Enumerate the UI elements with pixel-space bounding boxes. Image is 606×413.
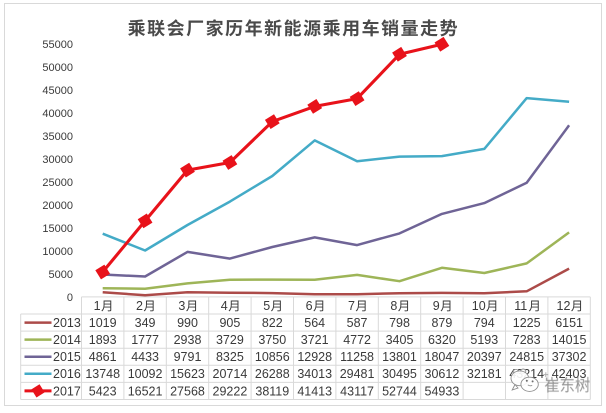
svg-text:13801: 13801 [382, 350, 417, 364]
svg-text:8325: 8325 [216, 350, 244, 364]
svg-text:38119: 38119 [255, 384, 289, 398]
svg-text:14015: 14015 [552, 333, 587, 347]
svg-text:11: 11 [514, 299, 527, 313]
svg-text:4772: 4772 [343, 333, 371, 347]
svg-text:349: 349 [135, 316, 156, 330]
svg-text:12928: 12928 [297, 350, 332, 364]
svg-text:1: 1 [94, 299, 101, 313]
svg-text:55000: 55000 [42, 39, 73, 51]
svg-text:1893: 1893 [89, 333, 117, 347]
svg-text:10: 10 [472, 299, 486, 313]
svg-text:1777: 1777 [131, 333, 159, 347]
svg-text:45000: 45000 [42, 85, 73, 97]
svg-text:50000: 50000 [42, 62, 73, 74]
svg-text:2016: 2016 [53, 367, 81, 381]
svg-text:6151: 6151 [555, 316, 583, 330]
svg-text:0: 0 [67, 292, 73, 304]
svg-text:20000: 20000 [42, 200, 73, 212]
svg-text:10856: 10856 [255, 350, 290, 364]
svg-text:822: 822 [262, 316, 283, 330]
svg-text:40000: 40000 [42, 108, 73, 120]
svg-text:2017: 2017 [53, 384, 81, 398]
svg-text:15000: 15000 [42, 223, 73, 235]
svg-text:29481: 29481 [340, 367, 375, 381]
svg-text:2014: 2014 [53, 333, 81, 347]
svg-text:4861: 4861 [89, 350, 117, 364]
svg-text:5193: 5193 [470, 333, 498, 347]
svg-text:5423: 5423 [89, 384, 117, 398]
svg-text:25000: 25000 [42, 177, 73, 189]
svg-text:2013: 2013 [53, 316, 81, 330]
svg-text:29222: 29222 [213, 384, 248, 398]
svg-text:15623: 15623 [170, 367, 205, 381]
svg-text:16521: 16521 [128, 384, 163, 398]
svg-text:798: 798 [389, 316, 410, 330]
svg-text:27568: 27568 [170, 384, 205, 398]
svg-text:34013: 34013 [297, 367, 332, 381]
svg-text:6320: 6320 [428, 333, 456, 347]
svg-text:905: 905 [219, 316, 240, 330]
svg-text:990: 990 [177, 316, 198, 330]
svg-text:12: 12 [557, 299, 571, 313]
svg-text:3750: 3750 [258, 333, 286, 347]
svg-text:52744: 52744 [382, 384, 417, 398]
svg-text:26288: 26288 [255, 367, 290, 381]
svg-text:24815: 24815 [509, 350, 544, 364]
svg-text:54933: 54933 [425, 384, 460, 398]
svg-text:30612: 30612 [425, 367, 460, 381]
svg-text:7283: 7283 [513, 333, 541, 347]
svg-text:879: 879 [431, 316, 452, 330]
svg-text:5000: 5000 [49, 269, 73, 281]
svg-text:13748: 13748 [85, 367, 120, 381]
svg-text:37302: 37302 [552, 350, 587, 364]
svg-text:587: 587 [347, 316, 368, 330]
svg-text:10000: 10000 [42, 246, 73, 258]
svg-text:43117: 43117 [340, 384, 374, 398]
svg-text:30000: 30000 [42, 154, 73, 166]
svg-text:3405: 3405 [386, 333, 414, 347]
svg-text:6: 6 [306, 299, 313, 313]
svg-text:4: 4 [221, 299, 228, 313]
svg-text:32181: 32181 [467, 367, 502, 381]
svg-text:2: 2 [136, 299, 143, 313]
svg-text:9791: 9791 [174, 350, 202, 364]
svg-text:10092: 10092 [128, 367, 163, 381]
svg-text:7: 7 [348, 299, 355, 313]
svg-text:3721: 3721 [301, 333, 329, 347]
svg-text:20397: 20397 [467, 350, 502, 364]
svg-text:18047: 18047 [425, 350, 460, 364]
svg-text:2015: 2015 [53, 350, 81, 364]
svg-text:4433: 4433 [131, 350, 159, 364]
svg-text:794: 794 [474, 316, 495, 330]
svg-text:35000: 35000 [42, 131, 73, 143]
svg-text:30495: 30495 [382, 367, 417, 381]
svg-text:20714: 20714 [213, 367, 248, 381]
svg-text:8: 8 [390, 299, 397, 313]
svg-text:3729: 3729 [216, 333, 244, 347]
svg-text:11258: 11258 [340, 350, 374, 364]
svg-text:564: 564 [304, 316, 325, 330]
svg-text:1225: 1225 [513, 316, 541, 330]
svg-text:2938: 2938 [174, 333, 202, 347]
svg-text:1019: 1019 [89, 316, 117, 330]
svg-text:9: 9 [433, 299, 440, 313]
svg-text:41413: 41413 [297, 384, 332, 398]
svg-text:3: 3 [178, 299, 185, 313]
svg-text:5: 5 [263, 299, 270, 313]
